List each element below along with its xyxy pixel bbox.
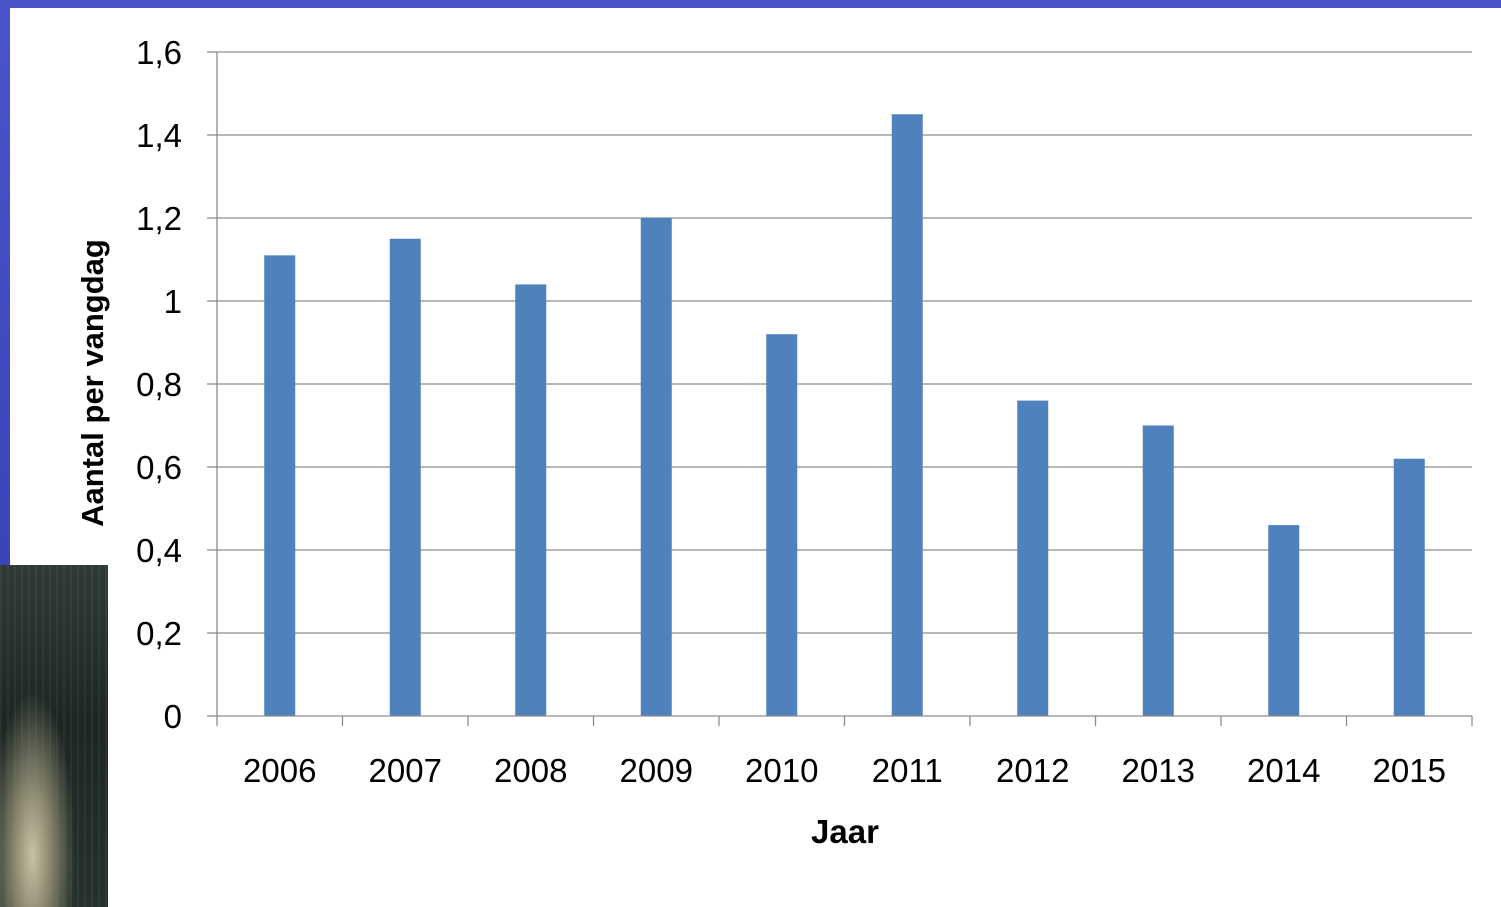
bar-2010 [766,334,798,716]
x-tick-label: 2006 [243,752,316,789]
y-tick-label: 0,2 [136,615,182,652]
x-tick-label: 2015 [1373,752,1446,789]
bar-2009 [640,218,672,716]
y-tick-label: 1,6 [136,34,182,71]
x-tick-label: 2008 [494,752,567,789]
y-tick-label: 0 [164,698,182,735]
x-tick-label: 2007 [369,752,442,789]
bars [264,114,1425,716]
x-tick-label: 2013 [1122,752,1195,789]
chart-panel [10,8,1501,907]
x-tick-label: 2009 [620,752,693,789]
y-tick-label: 1,4 [136,117,182,154]
bar-2008 [515,284,547,716]
x-tick-label: 2011 [872,752,943,789]
bar-2011 [891,114,923,716]
bar-2014 [1268,525,1300,716]
bar-2013 [1142,425,1174,716]
y-tick-label: 1 [164,283,182,320]
x-axis-title: Jaar [811,813,879,850]
y-tick-label: 0,8 [136,366,182,403]
y-tick-label: 0,4 [136,532,182,569]
tick-labels: 0 0,2 0,4 0,6 0,8 1 1,2 1,4 1,6 2006 2007 2008 2009 2… [136,34,1446,789]
x-tick-label: 2010 [745,752,818,789]
bar-2007 [389,238,421,716]
bar-2006 [264,255,296,716]
background-photo [0,565,108,907]
y-axis-title: Aantal per vangdag [75,239,110,527]
y-tick-label: 1,2 [136,200,182,237]
gridlines [217,51,1472,634]
axes [207,51,1473,726]
y-tick-label: 0,6 [136,449,182,486]
x-tick-label: 2014 [1247,752,1320,789]
bar-2012 [1017,400,1049,716]
bar-2015 [1393,458,1425,716]
x-tick-label: 2012 [996,752,1069,789]
